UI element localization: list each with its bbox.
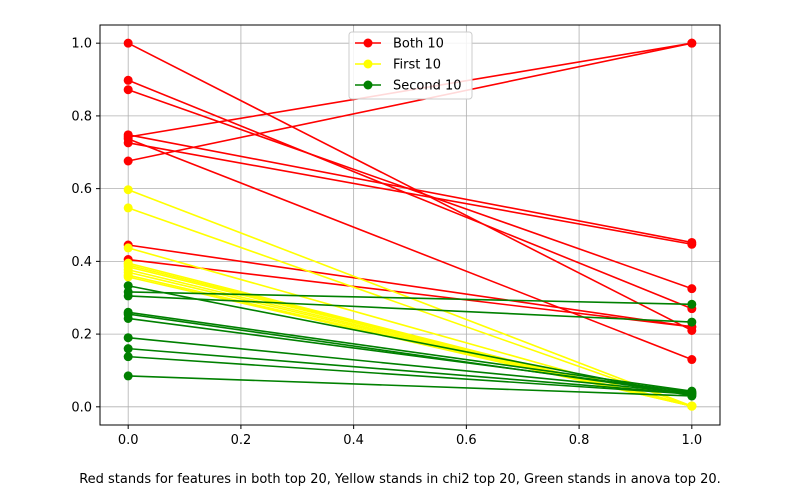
series-line-both-10	[128, 134, 692, 244]
y-tick-label: 0.6	[71, 182, 92, 197]
legend-label-second-10: Second 10	[393, 79, 462, 94]
data-point-second-10	[687, 391, 697, 401]
legend-label-first-10: First 10	[393, 58, 441, 73]
data-point-second-10	[123, 281, 133, 291]
data-point-second-10	[123, 291, 133, 301]
y-tick-label: 0.4	[71, 255, 92, 270]
data-point-both-10	[687, 284, 697, 294]
x-tick-label: 1.0	[681, 433, 702, 448]
data-point-first-10	[687, 401, 697, 411]
legend-box	[348, 31, 473, 100]
series-line-second-10	[128, 295, 692, 323]
series-line-both-10	[127, 79, 693, 310]
data-point-both-10	[687, 38, 697, 48]
legend-swatch-marker-second-10	[363, 80, 373, 90]
data-point-both-10	[123, 75, 133, 85]
data-point-second-10	[687, 299, 697, 309]
data-point-second-10	[123, 344, 133, 354]
legend: Both 10 First 10 Second 10	[348, 31, 473, 100]
y-tick-label: 0.0	[71, 400, 92, 415]
series-line-both-10	[127, 42, 693, 332]
y-tick-label: 1.0	[71, 37, 92, 52]
data-series	[123, 38, 697, 411]
data-point-second-10	[687, 317, 697, 327]
legend-label-both-10: Both 10	[393, 37, 444, 52]
data-point-first-10	[123, 243, 133, 253]
data-point-second-10	[123, 352, 133, 362]
data-point-second-10	[123, 371, 133, 381]
chart-caption: Red stands for features in both top 20, …	[79, 472, 721, 487]
data-point-first-10	[123, 272, 133, 282]
data-point-second-10	[123, 333, 133, 343]
x-tick-label: 0.0	[118, 433, 139, 448]
data-point-second-10	[123, 313, 133, 323]
series-line-second-10	[128, 375, 692, 397]
data-point-both-10	[123, 138, 133, 148]
series-line-second-10	[128, 311, 692, 392]
y-tick-label: 0.2	[71, 328, 92, 343]
data-point-both-10	[123, 85, 133, 95]
series-line-second-10	[128, 291, 692, 306]
series-line-both-10	[128, 142, 692, 246]
series-line-second-10	[128, 355, 692, 395]
series-line-first-10	[127, 207, 693, 407]
x-tick-label: 0.6	[456, 433, 477, 448]
data-point-both-10	[687, 239, 697, 249]
data-point-both-10	[123, 156, 133, 166]
axes-ticks: 0.0 0.2 0.4 0.6 0.8 1.0 0.0 0.2 0.4 0.6 0.8 1.0	[71, 37, 702, 448]
x-tick-label: 0.4	[343, 433, 364, 448]
x-tick-label: 0.2	[231, 433, 252, 448]
y-tick-label: 0.8	[71, 109, 92, 124]
series-line-second-10	[128, 347, 692, 395]
data-point-both-10	[123, 38, 133, 48]
data-point-first-10	[123, 185, 133, 195]
series-line-both-10	[128, 244, 692, 328]
series-line-second-10	[128, 336, 692, 394]
data-point-both-10	[687, 355, 697, 365]
series-line-second-10	[128, 317, 692, 394]
legend-swatch-marker-both-10	[363, 38, 373, 48]
series-line-both-10	[127, 138, 693, 361]
x-tick-label: 0.8	[569, 433, 590, 448]
series-line-both-10	[128, 258, 692, 328]
legend-swatch-marker-first-10	[363, 59, 373, 69]
data-point-first-10	[123, 203, 133, 213]
plot-frame	[99, 24, 721, 426]
series-line-both-10	[128, 42, 692, 162]
